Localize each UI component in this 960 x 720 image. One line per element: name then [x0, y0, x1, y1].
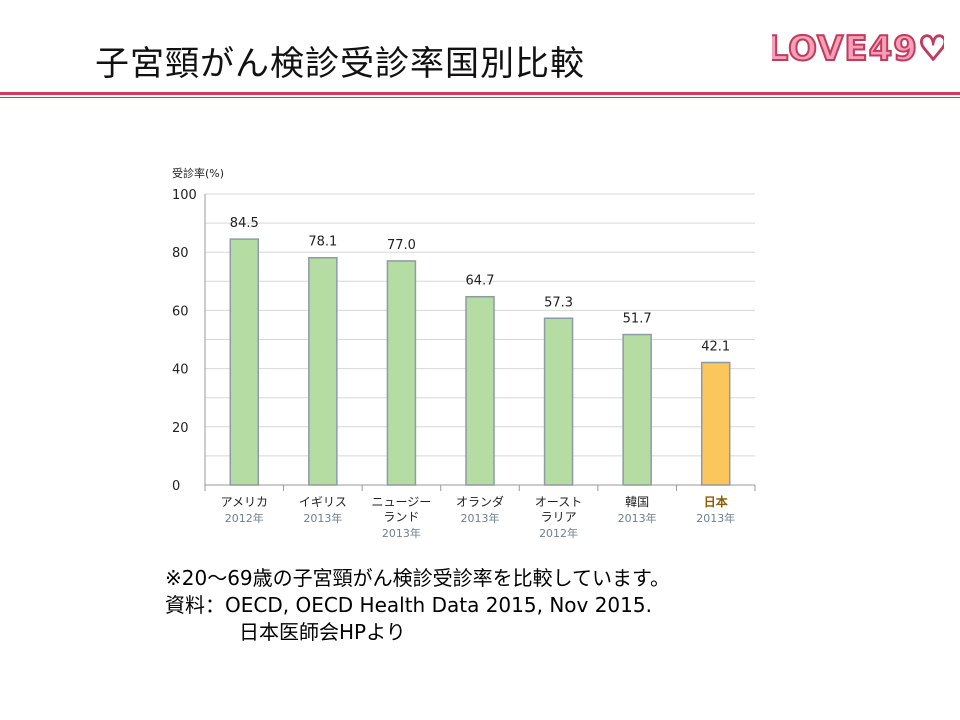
- value-label: 84.5: [230, 216, 259, 231]
- y-tick-label: 20: [172, 421, 189, 436]
- value-label: 77.0: [387, 238, 416, 253]
- bar-3: [386, 260, 417, 486]
- category-label: ニュージー: [372, 495, 432, 509]
- title-underline-thin: [0, 97, 960, 98]
- labels-layer: 受診率(%) 0 20 40 60 80 100 84.5 アメリカ 2012年 78.1 イギリス 2…: [172, 166, 735, 540]
- value-label: 64.7: [466, 274, 495, 289]
- category-year-label: 2013年: [303, 511, 342, 525]
- bar-6: [622, 333, 652, 486]
- category-label: アメリカ: [221, 495, 268, 509]
- category-year-label: 2013年: [461, 511, 500, 525]
- value-label: 42.1: [701, 339, 730, 354]
- category-label: 韓国: [625, 495, 649, 509]
- footnote-source: 資料：OECD, OECD Health Data 2015, Nov 2015…: [165, 593, 652, 617]
- category-label: ランド: [383, 510, 419, 524]
- y-tick-label: 60: [172, 304, 189, 319]
- category-year-label: 2012年: [539, 526, 578, 540]
- slide-title: 子宮頸がん検診受診率国別比較: [95, 44, 585, 84]
- footnote-age-range: ※20〜69歳の子宮頸がん検診受診率を比較しています。: [165, 566, 671, 590]
- bars-layer: [229, 238, 731, 486]
- bar-4: [465, 295, 495, 486]
- value-label: 78.1: [308, 235, 337, 250]
- y-tick-label: 0: [172, 479, 180, 494]
- y-tick-label: 100: [172, 188, 197, 203]
- category-label: イギリス: [299, 495, 347, 509]
- category-label: ラリア: [541, 510, 577, 524]
- category-year-label: 2013年: [382, 526, 421, 540]
- screening-rate-bar-chart: 受診率(%) 0 20 40 60 80 100 84.5 アメリカ 2012年 78.1 イギリス 2…: [172, 166, 756, 540]
- axis-layer: [204, 194, 756, 491]
- category-year-label: 2013年: [618, 511, 657, 525]
- y-axis-label: 受診率(%): [172, 166, 224, 180]
- value-label: 57.3: [544, 295, 573, 310]
- title-underline-thick: [0, 92, 960, 95]
- category-label: オランダ: [456, 494, 504, 509]
- bar-2: [308, 256, 338, 486]
- category-label: 日本: [704, 494, 728, 509]
- bar-1: [229, 238, 260, 486]
- category-label: オースト: [535, 495, 582, 509]
- footnote-source-site: 日本医師会HPより: [239, 620, 406, 644]
- bar-7: [700, 361, 731, 486]
- category-year-label: 2013年: [696, 511, 735, 525]
- y-tick-label: 40: [172, 363, 189, 378]
- y-tick-label: 80: [172, 246, 189, 261]
- category-year-label: 2012年: [225, 511, 264, 525]
- value-label: 51.7: [623, 312, 652, 327]
- love49-logo: LOVE49♡: [772, 28, 944, 70]
- svg-text:LOVE49♡: LOVE49♡: [772, 29, 944, 69]
- bar-5: [543, 317, 574, 486]
- footnote-block: ※20〜69歳の子宮頸がん検診受診率を比較しています。 資料：OECD, OEC…: [165, 565, 670, 646]
